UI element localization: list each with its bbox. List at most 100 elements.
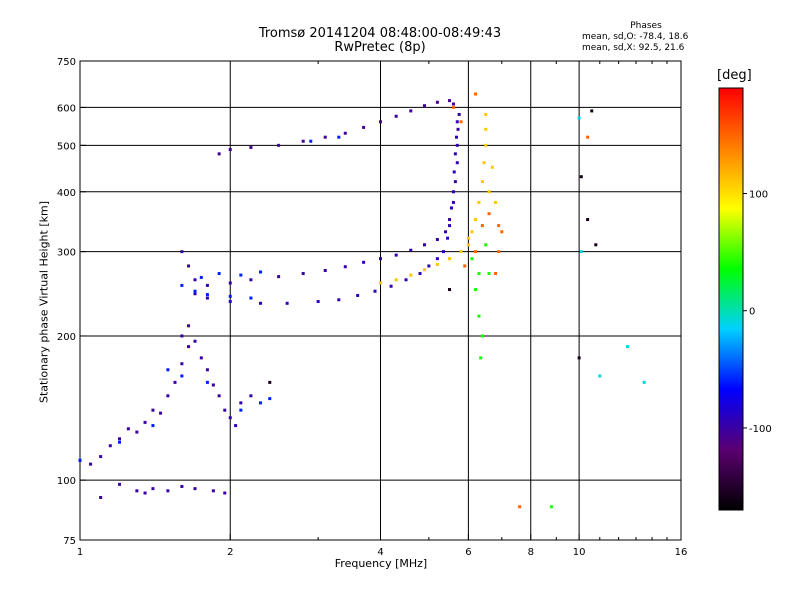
data-point	[277, 275, 281, 279]
data-point	[205, 293, 209, 297]
data-point	[166, 489, 170, 493]
data-point	[259, 401, 263, 405]
data-point	[484, 243, 488, 247]
data-point	[187, 345, 191, 349]
y-tick-label: 500	[57, 141, 76, 152]
data-point	[422, 104, 426, 108]
phase-stats-heading: Phases	[630, 21, 662, 31]
data-point	[151, 424, 155, 428]
y-tick-label: 75	[63, 536, 76, 547]
data-point	[187, 324, 191, 328]
data-point	[89, 462, 93, 466]
data-point	[193, 278, 197, 282]
data-point	[625, 345, 629, 349]
data-point	[362, 125, 366, 129]
data-point	[118, 482, 122, 486]
x-tick-label: 16	[675, 547, 688, 558]
data-point	[453, 180, 457, 184]
data-point	[309, 139, 313, 143]
y-tick-label: 200	[57, 332, 76, 343]
data-point	[494, 200, 498, 204]
data-point	[452, 170, 456, 174]
data-point	[301, 272, 305, 276]
data-point	[180, 374, 184, 378]
data-point	[199, 275, 203, 279]
data-point	[337, 298, 341, 302]
data-point	[459, 250, 463, 254]
data-point	[223, 408, 227, 412]
data-point	[579, 250, 583, 254]
data-point	[466, 243, 470, 247]
data-point	[449, 206, 453, 210]
x-tick-label: 6	[465, 547, 471, 558]
y-tick-label: 100	[57, 476, 76, 487]
y-tick-label: 400	[57, 188, 76, 199]
y-tick-label: 750	[57, 57, 76, 68]
data-point	[479, 356, 483, 360]
data-point	[362, 260, 366, 264]
data-point	[418, 272, 422, 276]
data-point	[394, 114, 398, 118]
data-point	[159, 411, 163, 415]
data-point	[285, 301, 289, 305]
data-point	[422, 268, 426, 272]
data-point	[180, 334, 184, 338]
data-point	[259, 270, 263, 274]
data-point	[484, 127, 488, 131]
data-point	[249, 278, 253, 282]
data-point	[480, 334, 484, 338]
colorbar-title: [deg]	[717, 68, 752, 83]
data-point	[435, 100, 439, 104]
data-point	[193, 487, 197, 491]
data-point	[394, 278, 398, 282]
data-point	[577, 116, 581, 120]
data-point	[448, 99, 452, 103]
y-tick-label: 300	[57, 248, 76, 259]
data-point	[199, 356, 203, 360]
data-point	[249, 145, 253, 149]
data-point	[451, 190, 455, 194]
data-point	[343, 265, 347, 269]
data-point	[594, 243, 598, 247]
data-point	[470, 230, 474, 234]
data-point	[143, 420, 147, 424]
data-point	[480, 224, 484, 228]
data-point	[173, 380, 177, 384]
x-axis-label: Frequency [MHz]	[334, 557, 428, 570]
data-point	[490, 165, 494, 169]
y-axis-label: Stationary phase Virtual Height [km]	[37, 200, 51, 404]
data-point	[477, 314, 481, 318]
data-point	[99, 455, 103, 459]
data-point	[404, 278, 408, 282]
x-tick-label: 2	[227, 547, 233, 558]
data-point	[484, 112, 488, 116]
data-point	[180, 484, 184, 488]
data-point	[78, 458, 82, 462]
data-point	[480, 180, 484, 184]
data-point	[277, 143, 281, 147]
data-point	[389, 284, 393, 288]
data-point	[487, 190, 491, 194]
data-point	[205, 380, 209, 384]
data-point	[108, 444, 112, 448]
data-point	[211, 383, 215, 387]
data-point	[473, 288, 477, 292]
data-point	[451, 105, 455, 109]
data-point	[135, 489, 139, 493]
data-point	[301, 139, 305, 143]
data-point	[473, 92, 477, 96]
data-point	[448, 257, 452, 261]
data-point	[487, 212, 491, 216]
data-point	[444, 230, 448, 234]
data-point	[598, 374, 602, 378]
phase-stats: Phases mean, sd,O: -78.4, 18.6 mean, sd,…	[582, 21, 710, 54]
x-tick-label: 1	[77, 547, 83, 558]
data-point	[126, 427, 130, 431]
data-point	[459, 120, 463, 124]
data-point	[453, 152, 457, 156]
colorbar-tick-label: -100	[749, 424, 772, 435]
data-point	[487, 272, 491, 276]
data-point	[497, 224, 501, 228]
data-point	[268, 397, 272, 401]
